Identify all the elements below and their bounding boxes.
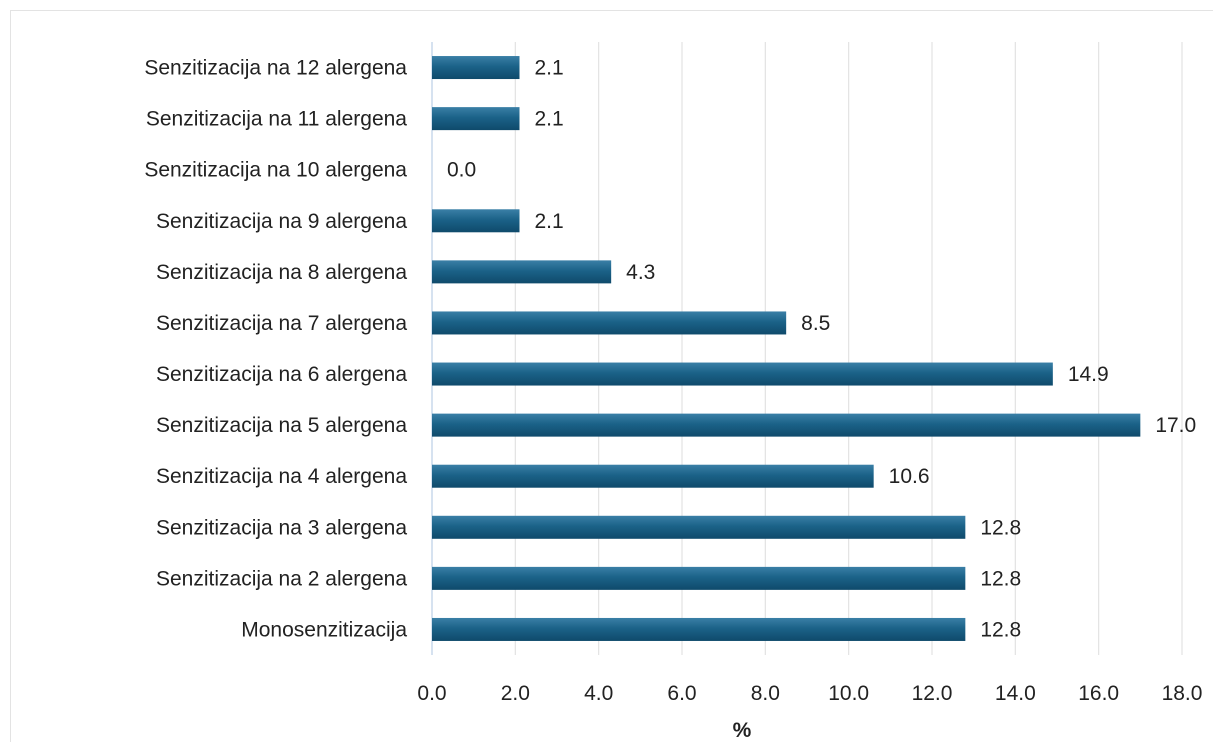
x-tick-label: 16.0 — [1078, 682, 1119, 705]
bar — [432, 566, 966, 590]
category-labels: Senzitizacija na 12 alergena Senzitizacij… — [144, 57, 407, 642]
category-label: Senzitizacija na 7 alergena — [156, 312, 407, 335]
data-label: 12.8 — [980, 567, 1021, 590]
data-label: 0.0 — [447, 159, 476, 182]
data-label: 12.8 — [980, 516, 1021, 539]
bar — [432, 464, 874, 488]
data-label: 17.0 — [1155, 414, 1196, 437]
bar — [432, 107, 520, 131]
x-tick-label: 6.0 — [667, 682, 696, 705]
category-label: Senzitizacija na 8 alergena — [156, 261, 407, 284]
category-label: Senzitizacija na 10 alergena — [144, 159, 407, 182]
category-label: Senzitizacija na 12 alergena — [144, 57, 407, 80]
x-tick-label: 0.0 — [417, 682, 446, 705]
data-label: 8.5 — [801, 312, 830, 335]
x-tick-label: 8.0 — [751, 682, 780, 705]
data-label: 10.6 — [889, 465, 930, 488]
category-label: Senzitizacija na 9 alergena — [156, 210, 407, 233]
data-labels: 2.1 2.1 0.0 2.1 4.3 8.5 14.9 17.0 10.6 12.8 12.8 12… — [447, 57, 1196, 642]
category-label: Senzitizacija na 5 alergena — [156, 414, 407, 437]
data-label: 2.1 — [535, 210, 564, 233]
gridlines — [431, 42, 1183, 655]
category-label: Senzitizacija na 11 alergena — [146, 108, 407, 131]
bar — [432, 413, 1141, 437]
category-label: Senzitizacija na 3 alergena — [156, 516, 407, 539]
x-tick-label: 18.0 — [1162, 682, 1203, 705]
x-tick-label: 4.0 — [584, 682, 613, 705]
chart-frame — [10, 10, 1213, 742]
bar — [432, 362, 1053, 386]
bar — [432, 311, 787, 335]
x-tick-label: 14.0 — [995, 682, 1036, 705]
category-label: Senzitizacija na 2 alergena — [156, 567, 407, 590]
x-tick-label: 10.0 — [828, 682, 869, 705]
x-tick-labels: 0.0 2.0 4.0 6.0 8.0 10.0 12.0 14.0 16.0 18.0 — [417, 682, 1202, 705]
x-tick-label: 2.0 — [501, 682, 530, 705]
category-label: Senzitizacija na 4 alergena — [156, 465, 407, 488]
bars — [432, 56, 1141, 641]
data-label: 14.9 — [1068, 363, 1109, 386]
data-label: 2.1 — [535, 57, 564, 80]
bar — [432, 515, 966, 539]
bar — [432, 617, 966, 641]
data-label: 4.3 — [626, 261, 655, 284]
category-label: Senzitizacija na 6 alergena — [156, 363, 407, 386]
bar — [432, 56, 520, 80]
bar — [432, 260, 612, 284]
x-tick-label: 12.0 — [912, 682, 953, 705]
data-label: 2.1 — [535, 108, 564, 131]
data-label: 12.8 — [980, 618, 1021, 641]
x-axis-title: % — [733, 719, 752, 742]
category-label: Monosenzitizacija — [241, 618, 407, 641]
bar — [432, 209, 520, 233]
